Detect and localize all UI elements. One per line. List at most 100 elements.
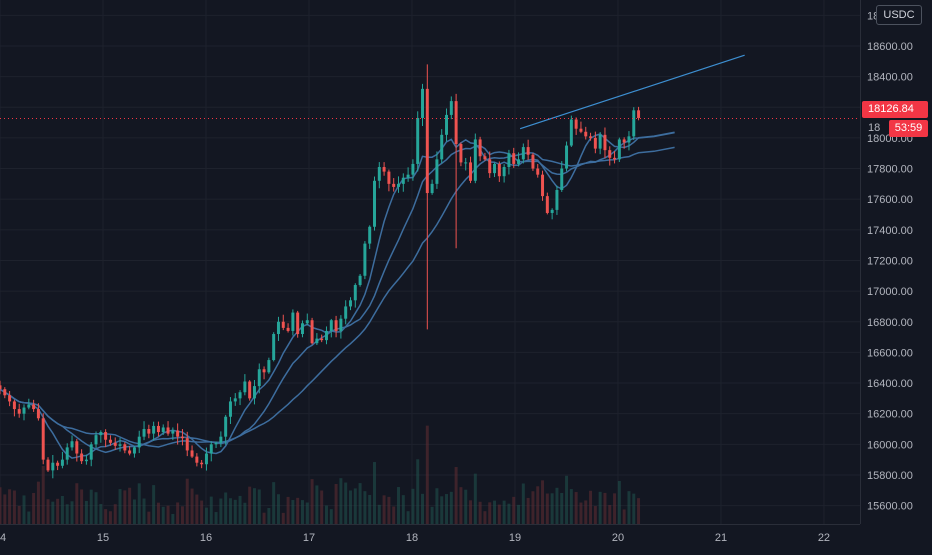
candle-body[interactable] [84, 459, 88, 462]
candle-body[interactable] [267, 360, 271, 373]
candle-body[interactable] [137, 436, 141, 448]
candle-body[interactable] [430, 183, 434, 194]
candle-body[interactable] [185, 438, 189, 451]
candle-body[interactable] [320, 338, 324, 341]
candle-body[interactable] [449, 101, 453, 115]
candle-body[interactable] [483, 156, 487, 160]
candle-body[interactable] [397, 183, 400, 187]
candle-body[interactable] [195, 456, 199, 463]
candle-body[interactable] [541, 174, 545, 197]
candle-body[interactable] [209, 444, 213, 454]
candle-body[interactable] [593, 137, 597, 149]
candle-body[interactable] [329, 320, 333, 331]
candle-body[interactable] [464, 162, 468, 164]
candle-body[interactable] [132, 447, 136, 454]
trendline[interactable] [519, 54, 745, 130]
candle-body[interactable] [339, 318, 343, 331]
candle-body[interactable] [286, 327, 290, 331]
candle-body[interactable] [262, 369, 266, 373]
candle-body[interactable] [281, 321, 285, 328]
candle-body[interactable] [161, 427, 165, 433]
candle-body[interactable] [56, 462, 60, 466]
candle-body[interactable] [180, 436, 184, 439]
candle-body[interactable] [22, 407, 26, 414]
candle-body[interactable] [228, 401, 232, 417]
candle-body[interactable] [296, 312, 300, 335]
candle-body[interactable] [589, 136, 593, 138]
candle-body[interactable] [560, 168, 564, 190]
candle-body[interactable] [243, 381, 247, 393]
candle-body[interactable] [478, 139, 482, 157]
candle-body[interactable] [637, 110, 641, 118]
candle-body[interactable] [459, 144, 463, 163]
candle-body[interactable] [300, 323, 304, 335]
candle-body[interactable] [373, 180, 376, 227]
candle-body[interactable] [17, 409, 21, 414]
candle-body[interactable] [113, 442, 117, 446]
candle-body[interactable] [531, 154, 535, 169]
candle-body[interactable] [579, 128, 583, 132]
candle-body[interactable] [3, 389, 7, 396]
candle-body[interactable] [147, 429, 151, 434]
candle-body[interactable] [75, 441, 79, 454]
candle-body[interactable] [445, 114, 449, 135]
candle-body[interactable] [27, 404, 31, 408]
candle-body[interactable] [392, 183, 396, 187]
candle-body[interactable] [118, 444, 122, 446]
candle-body[interactable] [603, 134, 607, 151]
candle-body[interactable] [156, 425, 160, 433]
candle-body[interactable] [421, 88, 424, 118]
candle-body[interactable] [555, 189, 559, 210]
candle-body[interactable] [32, 404, 36, 410]
candle-body[interactable] [89, 444, 93, 460]
candle-body[interactable] [406, 174, 410, 178]
candle-body[interactable] [94, 435, 98, 445]
candle-body[interactable] [377, 167, 381, 181]
candle-body[interactable] [12, 401, 16, 410]
candle-body[interactable] [497, 163, 501, 177]
candle-body[interactable] [315, 338, 319, 344]
candle-body[interactable] [425, 88, 429, 194]
candle-body[interactable] [65, 447, 69, 460]
candle-body[interactable] [252, 386, 256, 399]
candle-body[interactable] [368, 226, 372, 244]
candle-body[interactable] [0, 385, 2, 390]
currency-badge[interactable]: USDC [876, 5, 922, 25]
candle-body[interactable] [574, 119, 578, 129]
candle-body[interactable] [493, 163, 497, 174]
overlay-layer[interactable] [0, 54, 860, 130]
candle-body[interactable] [8, 395, 12, 402]
candle-body[interactable] [200, 462, 204, 465]
candle-body[interactable] [512, 153, 516, 164]
candle-body[interactable] [108, 439, 112, 443]
candle-body[interactable] [324, 330, 328, 341]
candle-body[interactable] [550, 209, 554, 213]
candle-body[interactable] [70, 441, 74, 448]
candle-body[interactable] [565, 145, 569, 169]
candle-body[interactable] [272, 334, 276, 361]
candle-body[interactable] [349, 300, 352, 307]
candle-body[interactable] [632, 110, 636, 137]
candle-body[interactable] [401, 177, 405, 184]
candle-body[interactable] [257, 369, 261, 387]
candle-body[interactable] [99, 432, 103, 436]
candle-body[interactable] [123, 444, 127, 451]
candle-body[interactable] [310, 320, 314, 344]
candle-body[interactable] [334, 320, 338, 331]
candle-body[interactable] [387, 171, 391, 184]
candle-body[interactable] [276, 321, 280, 335]
candle-body[interactable] [526, 147, 530, 155]
candle-body[interactable] [454, 101, 458, 145]
candle-body[interactable] [214, 442, 218, 445]
candle-body[interactable] [435, 159, 439, 184]
candle-body[interactable] [128, 450, 132, 454]
candle-body[interactable] [622, 139, 626, 143]
candle-body[interactable] [41, 418, 45, 460]
candle-body[interactable] [608, 150, 612, 158]
candle-body[interactable] [440, 134, 444, 160]
candle-body[interactable] [517, 159, 521, 164]
candle-layer[interactable] [0, 64, 641, 479]
candle-body[interactable] [305, 320, 309, 324]
